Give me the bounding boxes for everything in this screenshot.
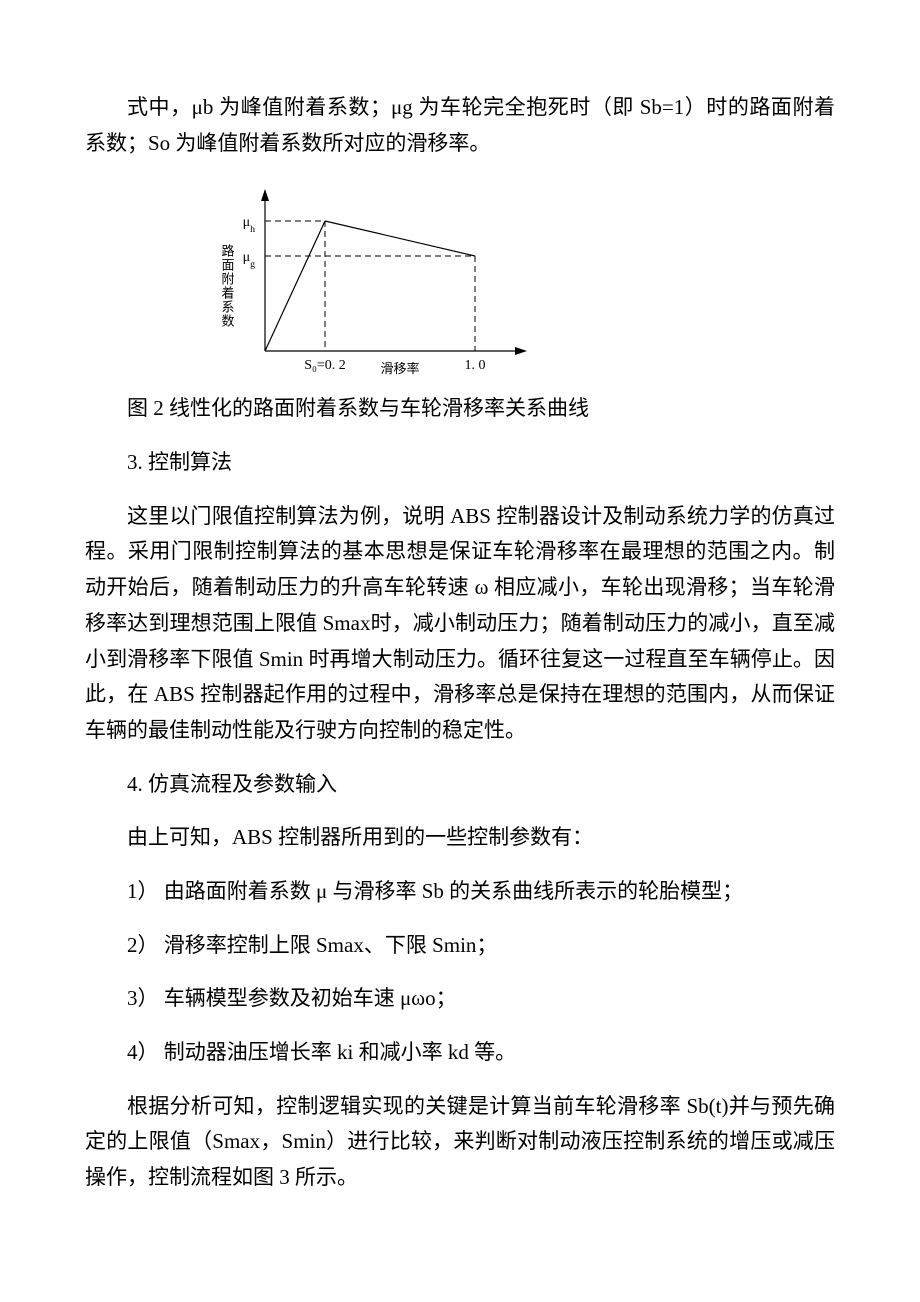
svg-text:路面附着系数: 路面附着系数 — [220, 244, 235, 329]
section-4-title: 4. 仿真流程及参数输入 — [85, 767, 835, 803]
figure-2-caption: 图 2 线性化的路面附着系数与车轮滑移率关系曲线 — [85, 391, 835, 427]
figure-2-chart: μh μg S₀=0. 2 1. 0 滑移率 路面附着系数 — [215, 181, 535, 381]
svg-text:μh: μh — [243, 215, 256, 235]
intro-paragraph: 式中，μb 为峰值附着系数；μg 为车轮完全抱死时（即 Sb=1）时的路面附着系… — [85, 90, 835, 161]
section-4-intro: 由上可知，ABS 控制器所用到的一些控制参数有： — [85, 820, 835, 856]
section-3-body: 这里以门限值控制算法为例，说明 ABS 控制器设计及制动系统力学的仿真过程。采用… — [85, 499, 835, 749]
section-3-title: 3. 控制算法 — [85, 445, 835, 481]
section-4-conclusion: 根据分析可知，控制逻辑实现的关键是计算当前车轮滑移率 Sb(t)并与预先确定的上… — [85, 1089, 835, 1196]
svg-text:滑移率: 滑移率 — [380, 361, 419, 376]
svg-text:μg: μg — [243, 250, 256, 270]
list-item-2: 2） 滑移率控制上限 Smax、下限 Smin； — [85, 928, 835, 964]
figure-2-container: μh μg S₀=0. 2 1. 0 滑移率 路面附着系数 — [215, 181, 835, 381]
list-item-4: 4） 制动器油压增长率 ki 和减小率 kd 等。 — [85, 1035, 835, 1071]
list-item-3: 3） 车辆模型参数及初始车速 μωo； — [85, 981, 835, 1017]
svg-text:S₀=0. 2: S₀=0. 2 — [304, 358, 346, 373]
list-item-1: 1） 由路面附着系数 μ 与滑移率 Sb 的关系曲线所表示的轮胎模型； — [85, 874, 835, 910]
svg-text:1. 0: 1. 0 — [465, 358, 486, 373]
